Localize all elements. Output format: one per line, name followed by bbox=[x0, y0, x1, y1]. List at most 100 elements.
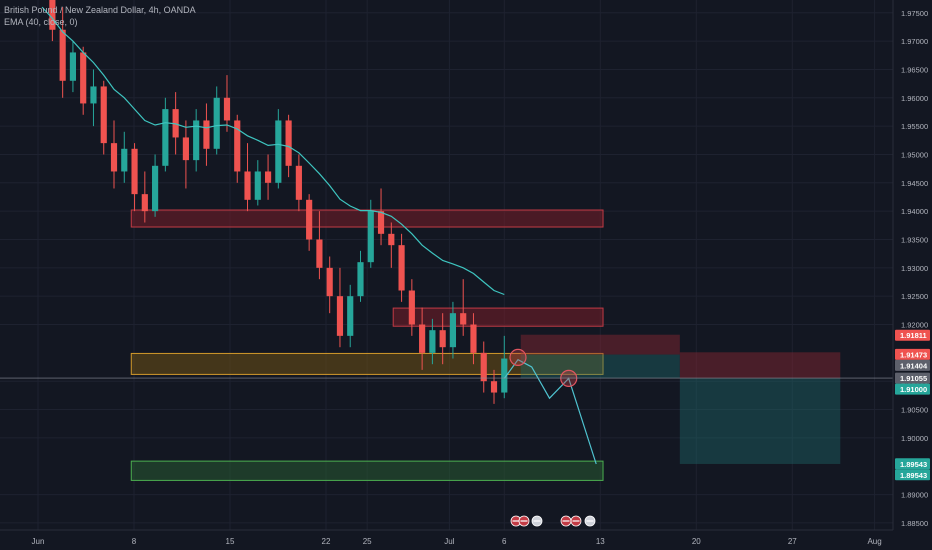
x-tick-label: Jun bbox=[32, 537, 45, 546]
candle-body bbox=[141, 194, 148, 212]
candle-body bbox=[100, 86, 107, 144]
candle-body bbox=[470, 324, 477, 353]
candle-body bbox=[244, 171, 251, 200]
price-badge bbox=[895, 329, 930, 341]
y-tick-label: 1.93000 bbox=[901, 264, 928, 273]
y-tick-label: 1.89000 bbox=[901, 491, 928, 500]
candle-body bbox=[367, 211, 374, 263]
indicator-label[interactable]: EMA (40, close, 0) bbox=[4, 17, 78, 27]
candle-body bbox=[398, 245, 405, 291]
candle-body bbox=[110, 143, 118, 172]
ema-line bbox=[41, 6, 505, 296]
candlestick-series bbox=[49, 0, 508, 404]
price-badge bbox=[895, 383, 930, 395]
flag-nz-icon[interactable] bbox=[518, 515, 530, 527]
x-tick-label: Aug bbox=[867, 537, 881, 546]
candle-body bbox=[182, 137, 189, 161]
x-tick-label: 15 bbox=[226, 537, 235, 546]
event-icon[interactable] bbox=[584, 515, 596, 527]
price-badge-label: 1.89543 bbox=[900, 460, 927, 469]
y-tick-label: 1.95000 bbox=[901, 150, 928, 159]
y-tick-label: 1.90500 bbox=[901, 406, 928, 415]
y-tick-label: 1.93500 bbox=[901, 235, 928, 244]
candle-body bbox=[254, 171, 261, 200]
flag-uk-icon[interactable] bbox=[560, 515, 572, 527]
candle-body bbox=[439, 330, 446, 348]
candle-body bbox=[377, 211, 385, 234]
y-tick-label: 1.94000 bbox=[901, 207, 928, 216]
position-boxes bbox=[520, 334, 841, 464]
x-tick-label: Jul bbox=[444, 537, 454, 546]
candle-body bbox=[460, 313, 467, 325]
price-badge-label: 1.91811 bbox=[900, 331, 927, 340]
projection-path bbox=[503, 348, 597, 465]
event-icons[interactable] bbox=[510, 515, 596, 527]
y-tick-label: 1.97500 bbox=[901, 9, 928, 18]
y-tick-label: 1.90000 bbox=[901, 434, 928, 443]
ema-line-path bbox=[41, 6, 505, 296]
candle-body bbox=[80, 52, 87, 104]
price-badge-label: 1.91055 bbox=[900, 374, 927, 383]
candle-body bbox=[449, 313, 457, 348]
price-badge bbox=[895, 372, 930, 384]
price-badge bbox=[895, 458, 930, 470]
candle-body bbox=[295, 165, 302, 200]
stop-loss-area bbox=[679, 352, 841, 379]
x-tick-label: 6 bbox=[502, 537, 507, 546]
candle-body bbox=[213, 97, 220, 149]
price-badge-label: 1.91404 bbox=[900, 361, 928, 370]
x-tick-label: 25 bbox=[363, 537, 372, 546]
candle-body bbox=[316, 239, 323, 268]
candle-body bbox=[152, 165, 159, 212]
x-tick-label: 20 bbox=[692, 537, 701, 546]
price-badge bbox=[895, 348, 930, 360]
flag-uk-icon[interactable] bbox=[510, 515, 522, 527]
candle-body bbox=[172, 109, 179, 138]
candle-body bbox=[347, 296, 354, 336]
price-badge-label: 1.91473 bbox=[900, 350, 927, 359]
candle-body bbox=[203, 120, 210, 149]
symbol-title[interactable]: British Pound / New Zealand Dollar, 4h, … bbox=[4, 5, 196, 15]
candle-body bbox=[419, 324, 426, 353]
y-tick-label: 1.96000 bbox=[901, 94, 928, 103]
candle-body bbox=[234, 120, 241, 172]
candle-body bbox=[121, 148, 128, 172]
candle-body bbox=[193, 120, 200, 161]
candle-body bbox=[90, 86, 97, 104]
candle-body bbox=[490, 381, 498, 393]
target-circle-marker bbox=[509, 348, 527, 366]
candle-body bbox=[306, 199, 313, 240]
candle-body bbox=[336, 296, 344, 336]
candle-body bbox=[131, 148, 138, 195]
candle-body bbox=[480, 352, 487, 382]
take-profit-area bbox=[520, 354, 680, 379]
event-icon[interactable] bbox=[531, 515, 543, 527]
y-tick-label: 1.92000 bbox=[901, 321, 928, 330]
candle-body bbox=[49, 0, 56, 30]
price-badge-label: 1.91000 bbox=[900, 385, 927, 394]
target-zone bbox=[130, 460, 604, 481]
price-axis[interactable]: 1.97500 1.97000 1.96500 1.96000 1.95500 1.950… bbox=[892, 0, 932, 530]
resistance-zone bbox=[130, 209, 604, 228]
candle-body bbox=[69, 52, 77, 81]
y-tick-label: 1.92500 bbox=[901, 292, 928, 301]
x-tick-label: 13 bbox=[596, 537, 605, 546]
time-axis[interactable]: Jun 8 15 22 25 Jul 6 13 20 27 Aug bbox=[0, 529, 932, 550]
flag-uk-icon[interactable] bbox=[570, 515, 582, 527]
candle-body bbox=[429, 330, 436, 353]
price-axis-bg bbox=[893, 0, 932, 530]
take-profit-area bbox=[679, 378, 841, 464]
price-badge bbox=[895, 359, 930, 371]
candle-body bbox=[223, 97, 231, 121]
candle-body bbox=[408, 290, 415, 325]
x-tick-label: 27 bbox=[788, 537, 797, 546]
price-badge-label: 1.89543 bbox=[900, 471, 927, 480]
chart-legend: British Pound / New Zealand Dollar, 4h, … bbox=[4, 4, 196, 28]
candle-body bbox=[162, 109, 169, 166]
candle-body bbox=[357, 262, 364, 297]
candle-body bbox=[59, 29, 66, 81]
time-axis-bg bbox=[0, 530, 932, 550]
x-tick-label: 22 bbox=[322, 537, 331, 546]
